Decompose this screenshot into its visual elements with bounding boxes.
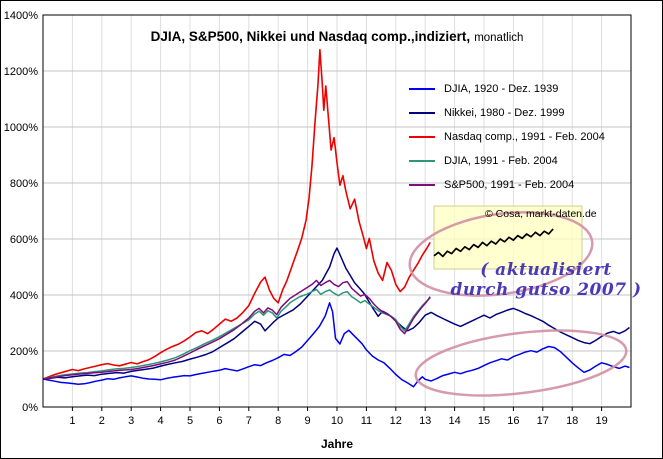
legend-label: DJIA, 1920 - Dez. 1939 <box>444 83 559 95</box>
legend-item: S&P500, 1991 - Feb. 2004 <box>409 173 605 197</box>
x-tick-label: 9 <box>305 415 311 427</box>
x-tick-label: 4 <box>158 415 164 427</box>
series-line <box>42 279 431 380</box>
series-line <box>42 288 431 380</box>
x-tick-label: 17 <box>537 415 549 427</box>
legend-item: Nikkei, 1980 - Dez. 1999 <box>409 101 605 125</box>
highlight-ellipse <box>408 211 594 297</box>
legend-label: Nasdaq comp., 1991 - Feb. 2004 <box>444 131 605 143</box>
x-tick-label: 14 <box>448 415 460 427</box>
legend-swatch <box>409 112 435 114</box>
x-tick-label: 10 <box>331 415 343 427</box>
x-tick-label: 19 <box>595 415 607 427</box>
series-line <box>42 302 630 388</box>
handwritten-note-line1: ( aktualisiert <box>480 260 612 280</box>
x-axis-title: Jahre <box>320 437 354 451</box>
legend-item: Nasdaq comp., 1991 - Feb. 2004 <box>409 125 605 149</box>
legend: DJIA, 1920 - Dez. 1939 Nikkei, 1980 - Dez… <box>409 77 605 197</box>
x-tick-label: 6 <box>216 415 222 427</box>
x-tick-label: 2 <box>99 415 105 427</box>
y-tick-label: 1200% <box>4 66 38 78</box>
legend-swatch <box>409 184 435 186</box>
x-tick-label: 1 <box>69 415 75 427</box>
handwritten-note: ( aktualisiert durch gutso 2007 ) <box>444 260 648 300</box>
copyright-label: © Cosa, markt-daten.de <box>485 208 597 220</box>
x-tick-label: 3 <box>128 415 134 427</box>
legend-label: DJIA, 1991 - Feb. 2004 <box>444 155 558 167</box>
legend-label: Nikkei, 1980 - Dez. 1999 <box>444 107 565 119</box>
legend-item: DJIA, 1920 - Dez. 1939 <box>409 77 605 101</box>
legend-item: DJIA, 1991 - Feb. 2004 <box>409 149 605 173</box>
x-tick-label: 8 <box>275 415 281 427</box>
x-tick-label: 18 <box>566 415 578 427</box>
x-tick-label: 13 <box>419 415 431 427</box>
update-series-line <box>433 228 554 258</box>
legend-swatch <box>409 136 435 138</box>
handwritten-note-line2: durch gutso 2007 ) <box>450 280 642 301</box>
highlight-ellipse <box>414 329 628 397</box>
y-tick-label: 600% <box>10 234 38 246</box>
x-tick-label: 7 <box>246 415 252 427</box>
chart-title: DJIA, S&P500, Nikkei und Nasdaq comp.,in… <box>43 28 631 46</box>
y-tick-label: 800% <box>10 178 38 190</box>
y-tick-label: 400% <box>10 290 38 302</box>
series-line <box>42 247 630 380</box>
x-tick-label: 12 <box>390 415 402 427</box>
x-tick-label: 5 <box>187 415 193 427</box>
y-tick-label: 1400% <box>4 10 38 22</box>
y-tick-label: 0% <box>22 402 38 414</box>
series-line <box>42 48 431 380</box>
chart-title-suffix: monatlich <box>474 32 524 44</box>
x-tick-label: 15 <box>478 415 490 427</box>
legend-label: S&P500, 1991 - Feb. 2004 <box>444 179 575 191</box>
legend-swatch <box>409 160 435 162</box>
y-tick-label: 1000% <box>4 122 38 134</box>
x-tick-label: 11 <box>361 415 372 427</box>
y-tick-label: 200% <box>10 346 38 358</box>
x-tick-label: 16 <box>507 415 519 427</box>
chart-title-main: DJIA, S&P500, Nikkei und Nasdaq comp.,in… <box>150 29 471 44</box>
legend-swatch <box>409 88 435 90</box>
